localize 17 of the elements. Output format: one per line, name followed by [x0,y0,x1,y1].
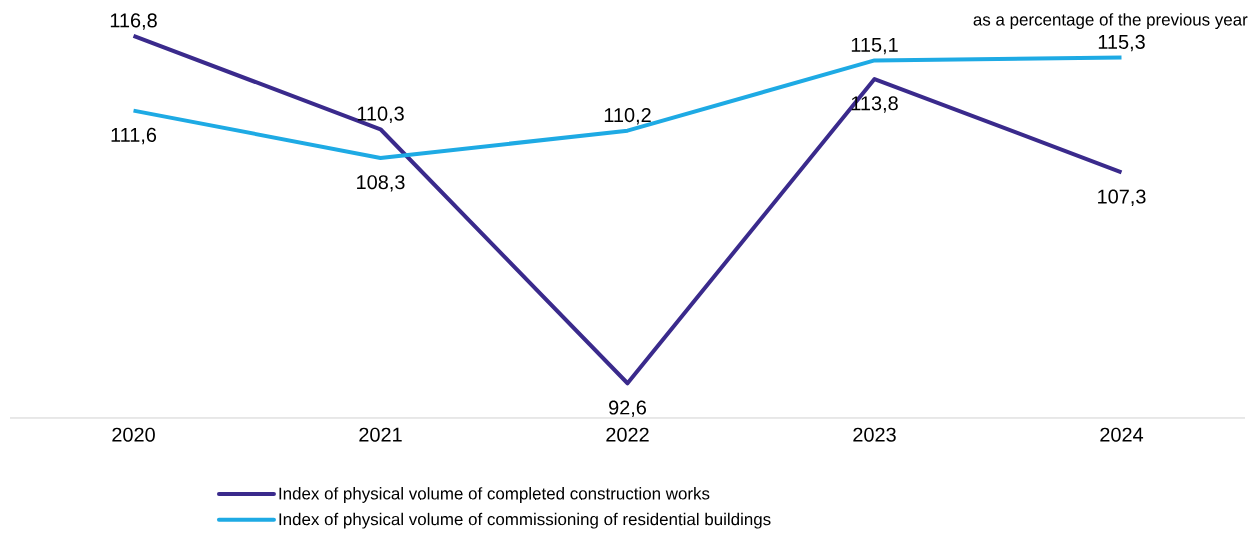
data-label: 110,2 [604,108,651,125]
x-tick-label: 2022 [606,427,649,442]
data-label: 108,3 [357,175,405,192]
text: as a percentage of the previous year [973,13,1248,29]
data-label: 107,3 [1098,189,1146,206]
x-tick-label: 2024 [1100,427,1144,442]
data-label: 110,3 [357,106,404,124]
x-tick-label: 2023 [853,427,896,442]
legend-label: Index of physical volume of completed construction works [279,487,710,503]
data-label: 115,1 [851,37,898,55]
data-label: 115,3 [1098,34,1145,52]
data-label: 92,6 [609,400,647,417]
legend-label: Index of physical volume of commissioning of residential buildings [279,512,771,529]
x-tick-label: 2021 [359,427,402,442]
x-tick-label: 2020 [112,427,155,442]
data-label: 111,6 [111,127,157,145]
data-label: 116,8 [110,13,157,30]
